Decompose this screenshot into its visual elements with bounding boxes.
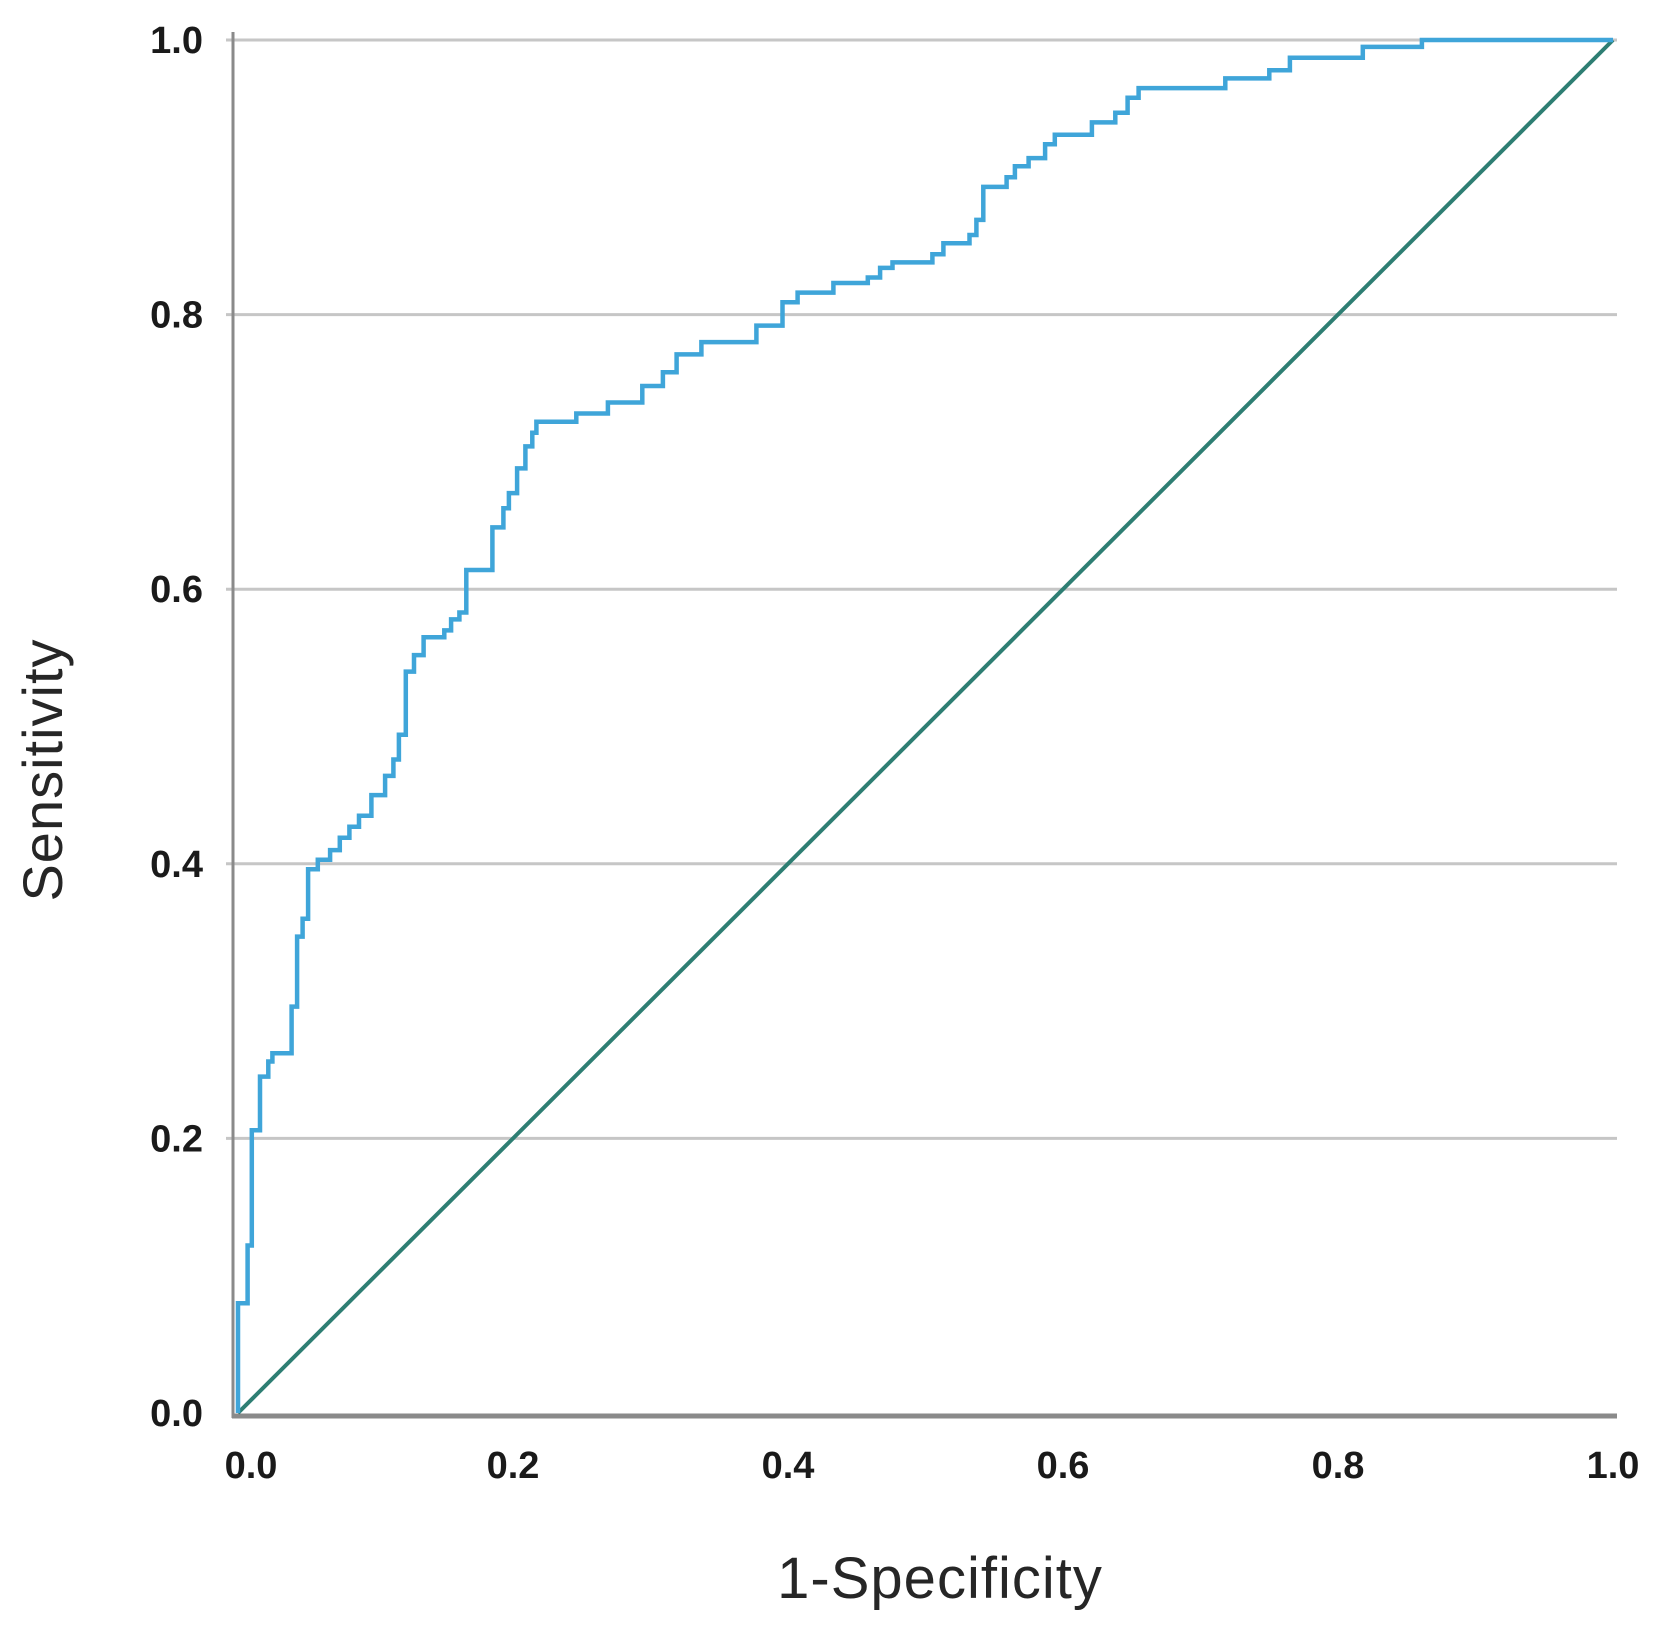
x-tick-label-1.0: 1.0 [1587,1445,1640,1487]
x-tick-label-0.8: 0.8 [1312,1445,1365,1487]
x-tick-label-0.2: 0.2 [487,1445,540,1487]
x-tick-label-0.6: 0.6 [1037,1445,1090,1487]
roc-curve-line [235,37,1613,1413]
y-tick-label-0.0: 0.0 [150,1393,203,1435]
x-axis-title: 1-Specificity [777,1546,1103,1611]
x-tick-label-0.4: 0.4 [762,1445,815,1487]
gridlines [226,38,1617,1140]
x-axis-tick-labels: 0.0 0.2 0.4 0.6 0.8 1.0 [225,1445,1640,1487]
y-tick-label-0.6: 0.6 [150,569,203,611]
y-tick-label-0.4: 0.4 [150,844,203,886]
x-tick-label-0.0: 0.0 [225,1445,278,1487]
y-axis-tick-labels: 0.0 0.2 0.4 0.6 0.8 1.0 [150,20,203,1435]
y-tick-label-0.2: 0.2 [150,1118,203,1160]
y-axis-title: Sensitivity [11,638,74,901]
y-tick-label-1.0: 1.0 [150,20,203,62]
reference-diagonal-line [236,38,1615,1415]
y-tick-label-0.8: 0.8 [150,295,203,337]
